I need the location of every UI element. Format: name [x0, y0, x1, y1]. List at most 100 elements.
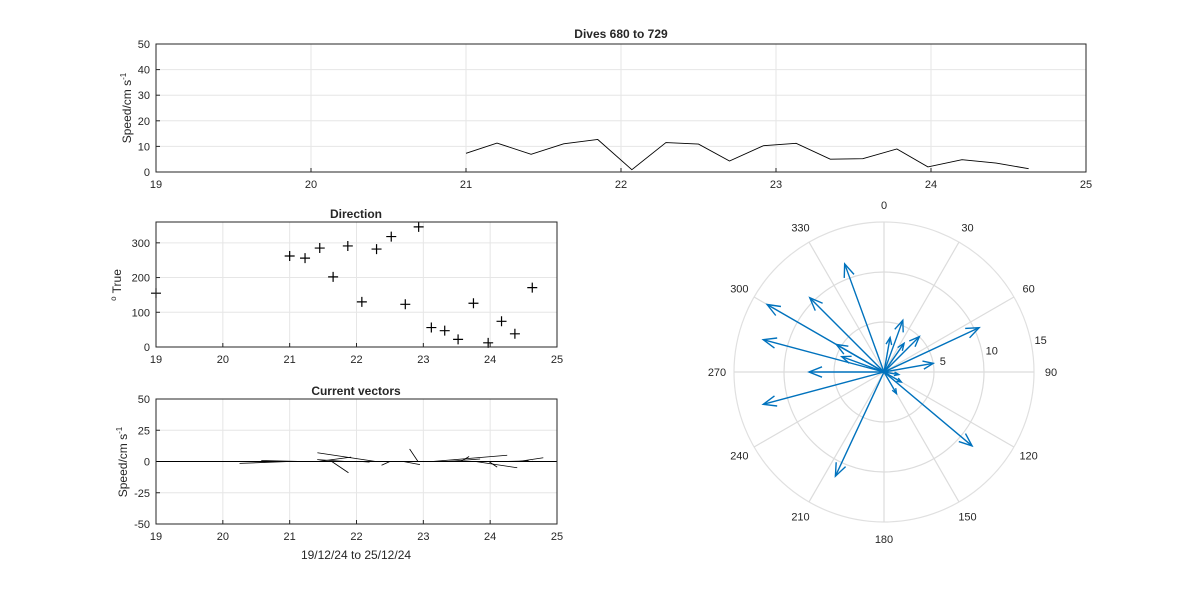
y-tick-label: 40: [138, 65, 150, 77]
polar-angle-label: 120: [1019, 451, 1037, 463]
x-tick-label: 23: [770, 179, 782, 191]
polar-vector-shaft: [883, 371, 899, 376]
polar-spoke: [753, 371, 885, 448]
polar-vector-shaft: [841, 355, 885, 373]
direction-point: [413, 221, 424, 232]
direction-point: [314, 243, 325, 254]
x-tick-label: 22: [350, 354, 362, 366]
y-tick-label: 20: [138, 116, 150, 128]
speed-y-axis-label: Speed/cm s-1: [119, 72, 134, 143]
polar-vector-shaft: [883, 362, 934, 373]
direction-point: [468, 298, 479, 309]
direction-point: [527, 282, 538, 293]
polar-angle-label: 240: [730, 451, 748, 463]
polar-vector-shaft: [763, 371, 885, 406]
polar-angle-label: 210: [791, 512, 809, 524]
current-vector-stick: [409, 448, 419, 462]
polar-vector-arrowhead: [908, 335, 921, 348]
y-tick-label: -50: [134, 519, 150, 531]
direction-y-axis-label: o True: [109, 269, 124, 301]
y-tick-label: -25: [134, 488, 150, 500]
polar-angle-label: 90: [1045, 367, 1057, 379]
polar-vector-arrowhead: [808, 296, 823, 311]
x-tick-label: 23: [417, 354, 429, 366]
x-tick-label: 25: [1080, 179, 1092, 191]
x-tick-label: 20: [217, 531, 229, 543]
current-vector-stick: [261, 460, 304, 462]
polar-angle-label: 180: [875, 534, 893, 546]
x-tick-label: 24: [925, 179, 937, 191]
direction-point: [439, 325, 450, 336]
polar-vector-arrowhead: [839, 355, 852, 364]
x-tick-label: 21: [460, 179, 472, 191]
x-tick-label: 20: [217, 354, 229, 366]
y-tick-label: 300: [132, 238, 150, 250]
polar-vector-shaft: [836, 343, 885, 373]
x-tick-label: 24: [484, 531, 496, 543]
y-tick-label: 100: [132, 307, 150, 319]
y-tick-label: 0: [144, 167, 150, 179]
x-tick-label: 21: [284, 354, 296, 366]
y-tick-label: 30: [138, 90, 150, 102]
polar-vector-shaft: [883, 371, 902, 383]
polar-spoke: [883, 241, 960, 373]
direction-chart-title: Direction: [330, 207, 382, 221]
polar-vector-arrowhead: [834, 462, 847, 478]
direction-scatter-panel: 19 20 21 22 23 24 25 0 100 200 300 Direction o Tru…: [109, 207, 563, 366]
polar-vector-shaft: [763, 338, 885, 373]
direction-point: [426, 322, 437, 333]
polar-radius-label: 10: [986, 345, 998, 357]
current-vector-stick: [331, 461, 349, 474]
polar-spoke: [883, 371, 1015, 448]
polar-vector-arrowhead: [807, 366, 823, 378]
x-tick-label: 21: [284, 531, 296, 543]
polar-vector-arrowhead: [891, 388, 898, 396]
polar-vector-shaft: [883, 336, 920, 373]
polar-compass-panel: 0 30 60 90 120 150 180 210 240 270 300 330 5 10 15: [708, 200, 1057, 546]
direction-point: [328, 271, 339, 282]
x-tick-label: 23: [417, 531, 429, 543]
polar-angle-label: 60: [1023, 284, 1035, 296]
x-tick-label: 19: [150, 531, 162, 543]
direction-point: [386, 231, 397, 242]
polar-vector-arrowhead: [761, 395, 778, 407]
x-tick-label: 22: [615, 179, 627, 191]
polar-vector-shaft: [844, 263, 885, 373]
polar-vector-arrowhead: [765, 303, 782, 316]
current-vector-stick: [518, 457, 544, 462]
direction-point: [356, 296, 367, 307]
polar-vector-shaft: [809, 297, 885, 373]
x-tick-label: 19: [150, 179, 162, 191]
direction-point: [496, 316, 507, 327]
current-vector-stick: [475, 461, 518, 469]
current-vector-stick: [381, 461, 391, 466]
current-vector-stick: [317, 452, 376, 462]
polar-vector-arrowhead: [896, 377, 903, 383]
polar-vector-arrowhead: [922, 360, 936, 370]
x-tick-label: 20: [305, 179, 317, 191]
y-tick-label: 0: [144, 342, 150, 354]
polar-vector-shaft: [883, 337, 891, 373]
y-tick-label: 25: [138, 425, 150, 437]
polar-angle-label: 0: [881, 200, 887, 212]
polar-spoke: [883, 296, 1015, 373]
vectors-x-axis-label: 19/12/24 to 25/12/24: [301, 548, 411, 562]
polar-vector-arrowhead: [897, 341, 906, 351]
direction-axes-box: [155, 221, 558, 348]
polar-vector-arrowhead: [834, 343, 849, 355]
direction-point: [509, 328, 520, 339]
direction-point: [371, 244, 382, 255]
y-tick-label: 50: [138, 394, 150, 406]
polar-vector-shaft: [834, 371, 885, 477]
polar-angle-label: 150: [958, 512, 976, 524]
polar-angle-label: 270: [708, 367, 726, 379]
current-vector-stick: [431, 454, 508, 462]
polar-vector-arrowhead: [885, 335, 893, 346]
current-vector-stick: [361, 461, 370, 463]
direction-point: [284, 251, 295, 262]
vectors-sticks: [156, 448, 557, 474]
polar-spoke: [808, 241, 885, 373]
polar-vector-arrowhead: [761, 337, 778, 349]
direction-point: [483, 337, 494, 348]
